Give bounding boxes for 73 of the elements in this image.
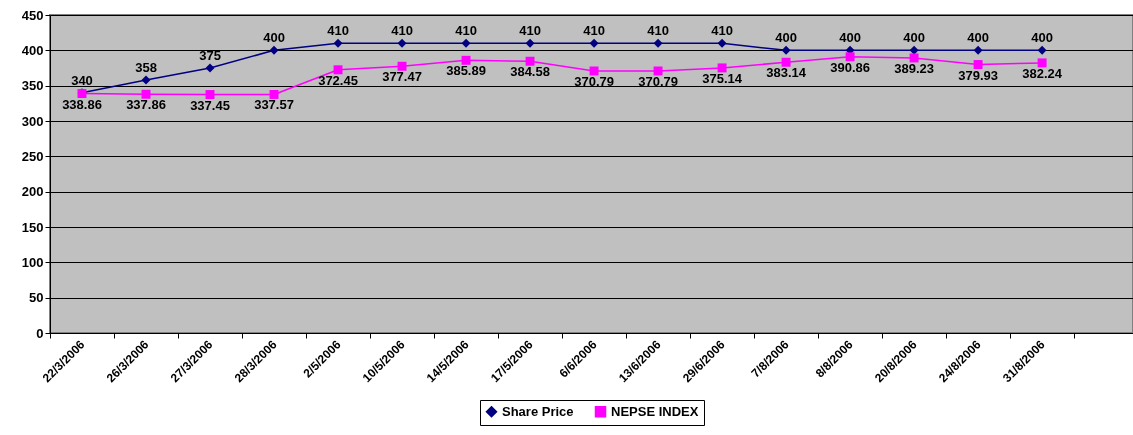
y-tick-label: 400 — [21, 42, 44, 58]
data-label: 372.45 — [318, 72, 358, 88]
point — [461, 38, 471, 48]
point — [141, 89, 151, 99]
point — [973, 45, 983, 55]
data-label: 400 — [839, 30, 861, 46]
data-label: 337.57 — [254, 97, 294, 113]
data-label: 385.89 — [446, 63, 486, 79]
data-label: 377.47 — [382, 69, 422, 85]
point — [589, 66, 599, 76]
data-label: 338.86 — [62, 96, 102, 112]
data-label: 383.14 — [766, 65, 807, 81]
point — [525, 38, 535, 48]
data-label: 375 — [199, 48, 221, 63]
data-label: 400 — [903, 30, 925, 46]
point — [909, 53, 919, 63]
point — [653, 66, 663, 76]
point — [205, 90, 215, 100]
legend-label: NEPSE INDEX — [611, 403, 699, 419]
data-label: 400 — [967, 30, 989, 46]
data-label: 410 — [647, 23, 669, 39]
point — [1037, 45, 1047, 55]
point — [1037, 58, 1047, 68]
data-label: 400 — [263, 30, 285, 46]
point — [333, 38, 343, 48]
data-label: 370.79 — [574, 73, 614, 89]
point — [333, 65, 343, 75]
y-tick-label: 50 — [29, 290, 44, 306]
data-label: 410 — [519, 23, 541, 39]
data-label: 389.23 — [894, 60, 934, 76]
data-label: 410 — [327, 23, 349, 39]
data-label: 382.24 — [1022, 65, 1063, 81]
point — [717, 63, 727, 73]
point — [269, 45, 279, 55]
y-tick-label: 350 — [21, 78, 44, 94]
data-label: 400 — [1031, 30, 1053, 46]
point — [269, 89, 279, 99]
y-tick-label: 450 — [21, 7, 44, 23]
data-label: 358 — [135, 60, 157, 76]
data-label: 370.79 — [638, 73, 678, 89]
y-tick-label: 300 — [21, 113, 44, 129]
point — [397, 38, 407, 48]
point — [141, 75, 151, 85]
data-label: 410 — [583, 23, 605, 39]
data-label: 400 — [775, 30, 797, 46]
point — [397, 61, 407, 71]
point — [781, 45, 791, 55]
point — [205, 63, 215, 73]
data-label: 390.86 — [830, 59, 870, 75]
point — [781, 57, 791, 67]
point — [973, 60, 983, 69]
data-label: 337.86 — [126, 97, 166, 113]
point — [525, 56, 535, 66]
data-label: 410 — [711, 23, 733, 39]
data-label: 379.93 — [958, 67, 998, 83]
y-tick-label: 250 — [21, 148, 44, 164]
point — [589, 38, 599, 48]
y-tick-label: 0 — [36, 325, 44, 341]
data-label: 410 — [391, 23, 413, 39]
point — [653, 38, 663, 48]
data-label: 340 — [71, 72, 93, 88]
point — [909, 45, 919, 55]
point — [717, 38, 727, 48]
y-tick-label: 200 — [21, 184, 44, 200]
data-label: 384.58 — [510, 64, 550, 80]
point — [845, 52, 855, 62]
data-label: 410 — [455, 23, 477, 39]
data-label: 337.45 — [190, 97, 230, 113]
y-tick-label: 150 — [21, 219, 44, 235]
legend-label: Share Price — [502, 403, 574, 419]
point — [461, 55, 471, 65]
data-label: 375.14 — [702, 70, 743, 86]
y-tick-label: 100 — [21, 254, 44, 270]
